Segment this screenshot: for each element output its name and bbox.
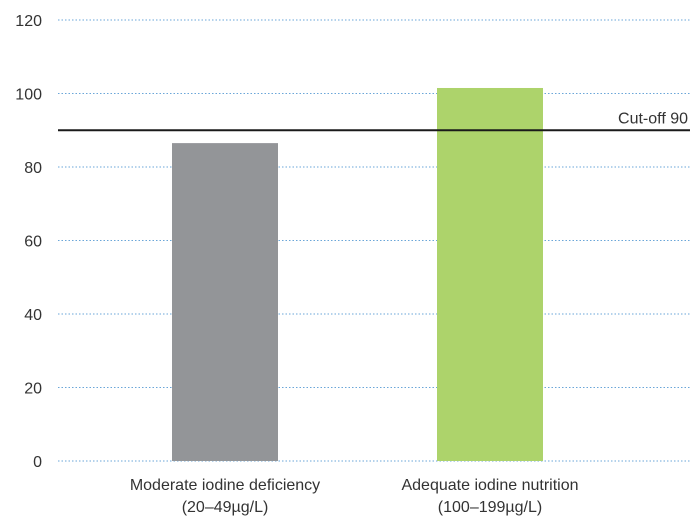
bars xyxy=(172,87,543,462)
x-axis-labels: Moderate iodine deficiency (20–49µg/L) A… xyxy=(130,477,579,516)
y-tick-label-20: 20 xyxy=(24,381,42,398)
y-axis-ticks: 0 20 40 60 80 100 120 xyxy=(15,13,42,471)
category-label-2-line2: (100–199µg/L) xyxy=(438,499,542,516)
y-tick-label-40: 40 xyxy=(24,307,42,324)
y-tick-label-80: 80 xyxy=(24,160,42,177)
y-tick-label-120: 120 xyxy=(15,13,42,30)
category-label-1-line2: (20–49µg/L) xyxy=(182,499,269,516)
reference-line-group: Cut-off 90 xyxy=(58,110,690,132)
category-label-1-line1: Moderate iodine deficiency xyxy=(130,477,320,494)
category-label-2-line1: Adequate iodine nutrition xyxy=(401,477,578,494)
y-tick-label-100: 100 xyxy=(15,87,42,104)
y-tick-label-0: 0 xyxy=(33,454,42,471)
cutoff-label: Cut-off 90 xyxy=(618,110,688,127)
bar-2 xyxy=(437,87,543,462)
gridlines xyxy=(58,19,690,462)
y-tick-label-60: 60 xyxy=(24,234,42,251)
bar-1 xyxy=(172,143,278,462)
